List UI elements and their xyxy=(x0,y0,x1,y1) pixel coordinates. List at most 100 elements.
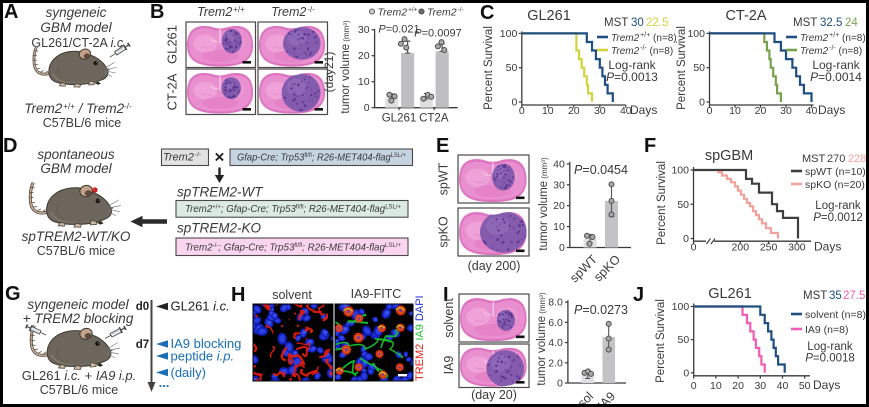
svg-text:50: 50 xyxy=(693,62,705,74)
svg-text:GL261: GL261 xyxy=(165,25,180,64)
svg-text:GL261: GL261 xyxy=(527,8,571,24)
svg-text:C57BL/6 mice: C57BL/6 mice xyxy=(37,244,116,258)
svg-text:GL261/CT-2A i.c.: GL261/CT-2A i.c. xyxy=(31,36,126,50)
svg-text:Trem2-/-: Trem2-/- xyxy=(271,5,315,19)
svg-text:50: 50 xyxy=(677,199,689,211)
svg-text:spWT (n=10): spWT (n=10) xyxy=(805,166,866,178)
svg-text:Trem2+/+ / Trem2-/-: Trem2+/+ / Trem2-/- xyxy=(24,101,132,116)
svg-text:27.5: 27.5 xyxy=(843,290,865,302)
svg-text:tumor volume (mm³): tumor volume (mm³) xyxy=(538,157,550,251)
svg-text:spontaneous: spontaneous xyxy=(37,147,115,162)
svg-text:(day21): (day21) xyxy=(322,52,336,93)
svg-text:Percent Survival: Percent Survival xyxy=(655,299,667,383)
svg-text:spTREM2-WT/KO: spTREM2-WT/KO xyxy=(22,229,131,244)
svg-text:20: 20 xyxy=(732,380,744,392)
svg-text:E: E xyxy=(436,135,449,157)
svg-text:solvent (n=8): solvent (n=8) xyxy=(805,309,866,321)
svg-text:MST: MST xyxy=(803,290,827,302)
svg-text:228: 228 xyxy=(848,153,866,165)
svg-text:30: 30 xyxy=(631,17,644,29)
svg-text:spTREM2-KO: spTREM2-KO xyxy=(177,221,262,236)
svg-text:0: 0 xyxy=(691,380,697,392)
svg-text:200: 200 xyxy=(732,242,750,254)
svg-text:24: 24 xyxy=(845,17,858,29)
svg-text:MST: MST xyxy=(802,153,826,165)
svg-text:100: 100 xyxy=(687,28,705,40)
svg-text:IA9: IA9 xyxy=(442,356,456,375)
svg-text:Trem2-/-; Gfap-Cre; Trp53fl/fl: Trem2-/-; Gfap-Cre; Trp53fl/fl; R26-MET4… xyxy=(185,241,401,253)
svg-text:spGBM: spGBM xyxy=(705,148,753,164)
svg-text:syngeneic: syngeneic xyxy=(46,5,107,20)
svg-text:Trem2+/+: Trem2+/+ xyxy=(378,7,418,19)
svg-text:C: C xyxy=(480,2,494,24)
svg-text:Days: Days xyxy=(630,103,657,117)
svg-text:GBM model: GBM model xyxy=(40,161,112,176)
svg-text:spWT: spWT xyxy=(437,162,451,195)
svg-text:I: I xyxy=(443,284,449,306)
svg-text:GL261 i.c. + IA9 i.p.: GL261 i.c. + IA9 i.p. xyxy=(22,368,137,383)
svg-text:×: × xyxy=(215,148,225,167)
svg-text:0: 0 xyxy=(699,97,705,109)
svg-text:CT-2A: CT-2A xyxy=(725,8,766,24)
svg-text:spKO: spKO xyxy=(437,216,451,248)
svg-text:Percent Survival: Percent Survival xyxy=(656,161,668,245)
svg-text:50: 50 xyxy=(799,380,811,392)
svg-text:30: 30 xyxy=(553,179,565,191)
svg-text:+ TREM2 blocking: + TREM2 blocking xyxy=(23,311,134,326)
svg-text:(day 200): (day 200) xyxy=(468,259,521,273)
svg-text:P=0.0273: P=0.0273 xyxy=(574,303,628,317)
svg-text:20: 20 xyxy=(568,105,580,117)
svg-text:d7: d7 xyxy=(136,339,149,351)
svg-text:GBM model: GBM model xyxy=(40,20,112,35)
svg-text:Trem2-/-: Trem2-/- xyxy=(163,152,201,164)
svg-text:50: 50 xyxy=(678,334,690,346)
svg-text:P=0.0454: P=0.0454 xyxy=(574,163,628,177)
svg-text:Trem2+/+ (n=8): Trem2+/+ (n=8) xyxy=(800,32,866,44)
svg-text:IA9-FITC: IA9-FITC xyxy=(351,287,402,301)
svg-text:22.5: 22.5 xyxy=(646,17,668,29)
svg-text:0: 0 xyxy=(511,97,517,109)
svg-text:Log-rank: Log-rank xyxy=(812,58,860,72)
svg-text:0: 0 xyxy=(364,102,370,114)
svg-text:GL261: GL261 xyxy=(708,286,752,302)
svg-text:270: 270 xyxy=(827,153,845,165)
svg-text:solvent: solvent xyxy=(272,288,312,302)
svg-text:Log-rank: Log-rank xyxy=(815,200,861,212)
svg-text:G: G xyxy=(5,283,21,305)
svg-text:Percent Survival: Percent Survival xyxy=(676,26,688,110)
svg-text:Percent Survival: Percent Survival xyxy=(483,26,495,110)
svg-text:(daily): (daily) xyxy=(171,365,206,380)
svg-text:Days: Days xyxy=(813,378,840,392)
svg-text:10: 10 xyxy=(542,105,554,117)
svg-text:Gfap-Cre; Trp53fl/fl; R26-MET4: Gfap-Cre; Trp53fl/fl; R26-MET404-flagLSL… xyxy=(237,152,406,164)
svg-text:100: 100 xyxy=(672,301,690,313)
svg-text:D: D xyxy=(3,135,17,157)
svg-text:0: 0 xyxy=(519,105,525,117)
svg-text:0: 0 xyxy=(707,105,713,117)
svg-text:H: H xyxy=(231,284,245,306)
svg-text:10: 10 xyxy=(710,380,722,392)
svg-text:tumor volume (mm³): tumor volume (mm³) xyxy=(536,292,548,386)
svg-text:MST: MST xyxy=(793,17,817,29)
svg-text:30: 30 xyxy=(594,105,606,117)
svg-text:Trem2-/- (n=8): Trem2-/- (n=8) xyxy=(800,45,862,57)
svg-text:GL261: GL261 xyxy=(382,113,417,125)
svg-text:0: 0 xyxy=(559,242,565,254)
svg-text:20: 20 xyxy=(755,105,767,117)
svg-text:solvent: solvent xyxy=(442,298,456,338)
svg-text:A: A xyxy=(4,1,18,23)
svg-text:300: 300 xyxy=(788,242,806,254)
svg-text:20: 20 xyxy=(358,50,370,62)
svg-text:P=0.0018: P=0.0018 xyxy=(805,353,855,365)
svg-text:Trem2-/-: Trem2-/- xyxy=(427,7,464,19)
svg-text:0: 0 xyxy=(557,378,563,390)
svg-text:IA9 blocking: IA9 blocking xyxy=(171,336,242,351)
svg-text:35: 35 xyxy=(829,290,842,302)
svg-text:peptide i.p.: peptide i.p. xyxy=(171,349,235,364)
svg-text:10: 10 xyxy=(729,105,741,117)
svg-text:6.0: 6.0 xyxy=(548,317,563,329)
svg-text:F: F xyxy=(644,135,656,157)
svg-text:...: ... xyxy=(159,375,170,390)
svg-text:TREM2 IA9 DAPI: TREM2 IA9 DAPI xyxy=(414,295,426,381)
svg-text:C57BL/6 mice: C57BL/6 mice xyxy=(43,116,122,130)
